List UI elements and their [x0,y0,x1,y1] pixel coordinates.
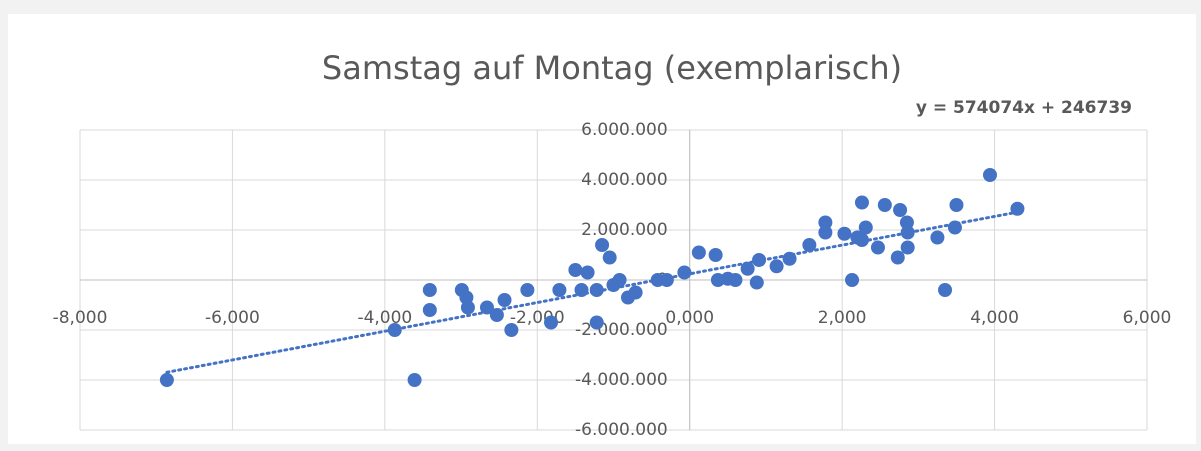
point [982,168,997,182]
point [628,285,643,300]
trendline-equation: y = 574074x + 246739 [916,98,1132,118]
y-tick-label: -6.000.000 [575,420,668,440]
y-tick-label: -2.000.000 [575,320,668,340]
point [460,300,475,315]
point [552,283,567,297]
point [589,315,604,330]
point [749,275,764,290]
point [574,283,589,297]
point [854,195,869,210]
point [520,283,535,297]
y-tick-label: 2.000.000 [581,220,668,240]
chart-title: Samstag auf Montag (exemplarisch) [322,49,902,87]
point [877,198,892,212]
point [677,265,692,280]
point [899,215,914,230]
point [802,238,817,252]
point [659,273,674,287]
point [568,263,583,277]
point [949,198,964,212]
point [947,220,962,235]
point [479,300,494,315]
chart-area [8,14,1196,444]
point [893,203,908,217]
point [422,303,437,317]
y-tick-label: 4.000.000 [581,170,668,190]
point [845,273,860,287]
x-tick-label: -6,000 [205,308,260,328]
point [422,283,437,297]
point [728,273,743,287]
point [489,308,504,322]
point [769,259,784,274]
x-tick-label: -4,000 [357,308,412,328]
point [870,240,885,255]
point [752,253,767,267]
point [930,230,945,245]
point [504,323,519,337]
point [612,273,627,287]
point [938,283,953,297]
point [580,265,595,280]
point [818,215,833,230]
x-tick-label: 6,000 [1123,308,1172,328]
point [407,373,422,387]
x-tick-label: 4,000 [970,308,1019,328]
point [544,315,559,330]
point [900,225,915,240]
point [691,245,706,260]
point [602,250,617,265]
point [782,251,797,266]
x-tick-label: 2,000 [818,308,867,328]
point [497,293,512,307]
y-tick-label: 6.000.000 [581,120,668,140]
point [858,220,873,235]
x-tick-label: -8,000 [53,308,108,328]
point [1010,201,1025,216]
point [740,261,755,276]
point [387,323,402,337]
point [900,240,915,255]
point [595,238,610,252]
point [708,248,723,262]
point [818,225,833,240]
point [837,226,852,241]
point [589,283,604,297]
x-tick-label: 0,000 [665,308,714,328]
point [159,373,174,387]
y-tick-label: -4.000.000 [575,370,668,390]
point [854,233,869,247]
point [890,250,905,265]
